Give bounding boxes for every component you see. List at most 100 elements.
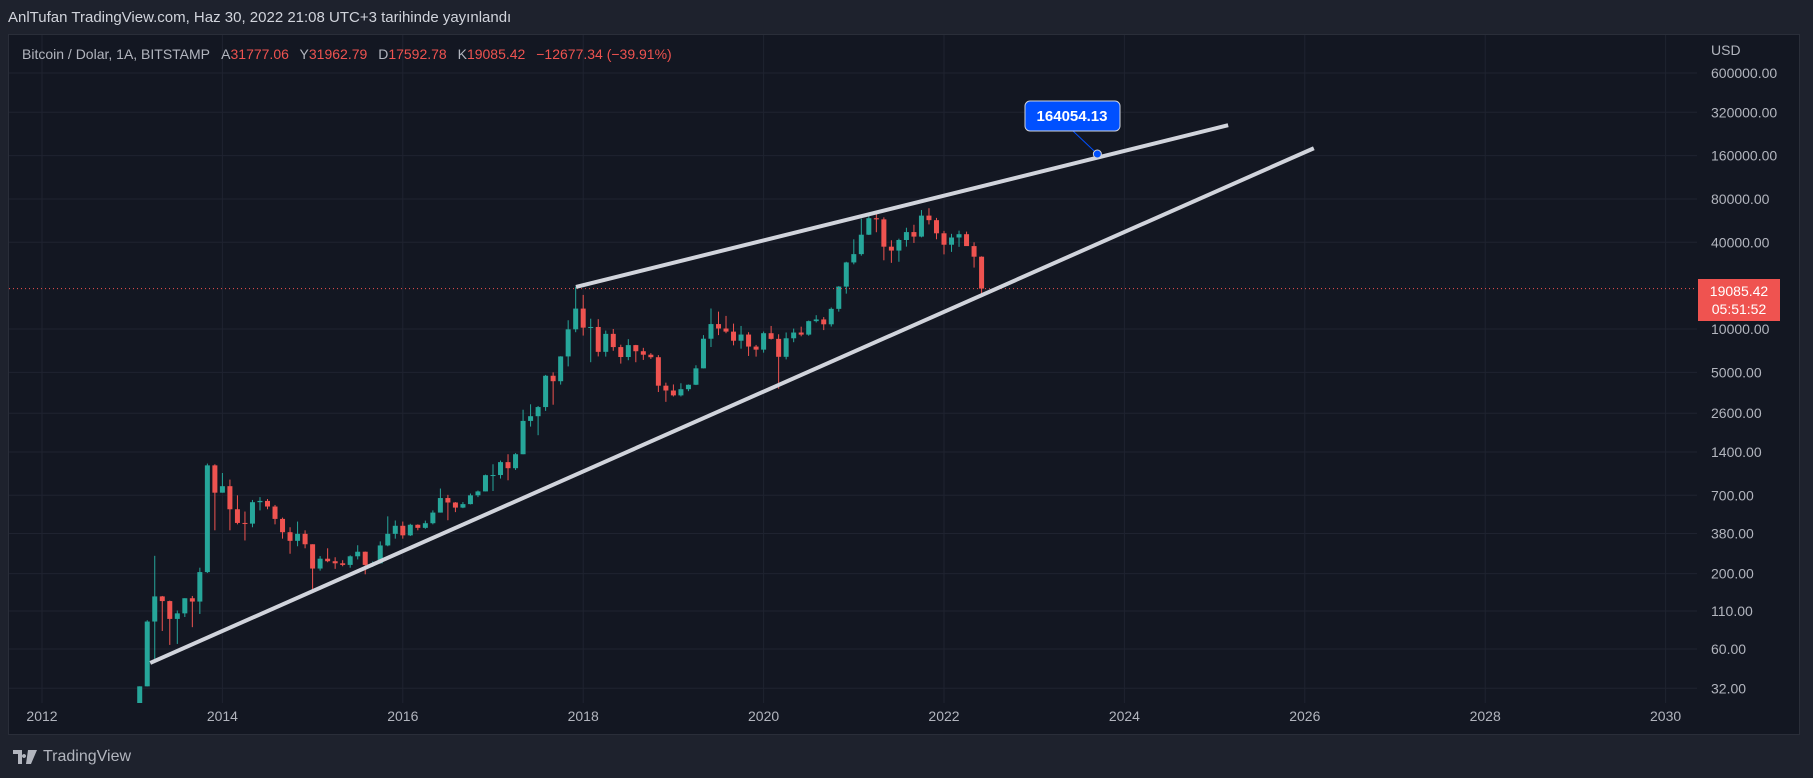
candle-body — [881, 219, 887, 247]
candle — [903, 227, 909, 247]
candle — [182, 598, 188, 617]
candle-body — [663, 385, 669, 391]
candle — [295, 521, 301, 547]
symbol-name[interactable]: Bitcoin / Dolar, 1A, BITSTAMP — [22, 46, 211, 62]
candle-body — [362, 551, 368, 565]
low-label: D — [378, 46, 389, 62]
candle-body — [941, 233, 947, 245]
time-axis: 2012 2014 2016 2018 2020 2022 2024 2026 2028 2030 — [26, 708, 1681, 724]
candle-body — [234, 509, 240, 523]
time-tick-label: 2018 — [568, 708, 599, 724]
candle — [700, 335, 706, 369]
candle-body — [144, 621, 150, 687]
tradingview-logo-icon — [13, 750, 37, 764]
candle-body — [595, 326, 601, 352]
candle-body — [866, 218, 872, 235]
candle-body — [693, 368, 699, 385]
candle — [791, 328, 797, 343]
candle — [746, 332, 752, 356]
candle-body — [828, 308, 834, 325]
price-tick-label: 32.00 — [1711, 680, 1746, 696]
candle — [731, 323, 737, 346]
candle-body — [580, 308, 586, 328]
candle-body — [257, 500, 263, 503]
candle — [347, 555, 353, 568]
candle — [603, 330, 609, 357]
candle-body — [280, 518, 286, 533]
candle — [881, 217, 887, 261]
candle — [753, 344, 759, 357]
chart-panel[interactable] — [8, 34, 1800, 735]
candle — [302, 530, 308, 549]
candle — [971, 242, 977, 268]
candle — [558, 356, 564, 385]
trendlines — [149, 123, 1315, 665]
candle — [482, 474, 488, 492]
candle-body — [460, 504, 466, 508]
annotation-anchor-handle[interactable] — [1092, 149, 1102, 159]
candle — [648, 353, 654, 359]
current-price-label: 19085.42 05:51:52 — [1698, 279, 1780, 321]
price-tick-label: 80000.00 — [1711, 191, 1770, 207]
high-value: 31962.79 — [308, 46, 368, 62]
candle — [212, 464, 218, 531]
candle-body — [332, 561, 338, 564]
candle-body — [783, 338, 789, 357]
candle — [272, 504, 278, 525]
candle — [280, 517, 286, 539]
candle-body — [873, 218, 879, 220]
candle — [918, 210, 924, 238]
candle-body — [738, 334, 744, 341]
candle-body — [933, 220, 939, 234]
price-annotation[interactable]: 164054.13 — [1024, 100, 1121, 159]
time-tick-label: 2016 — [387, 708, 418, 724]
candle-body — [813, 319, 819, 322]
candle-body — [317, 558, 323, 569]
candle — [445, 494, 451, 521]
candle — [535, 405, 541, 436]
tradingview-logo[interactable]: TradingView — [13, 748, 131, 766]
candle — [287, 527, 293, 554]
candle — [340, 560, 346, 567]
trendline-upper[interactable] — [575, 123, 1229, 289]
time-tick-label: 2024 — [1109, 708, 1140, 724]
candle — [941, 230, 947, 255]
candle-body — [640, 351, 646, 355]
candle — [723, 315, 729, 334]
candle-body — [911, 232, 917, 237]
candle-body — [610, 333, 616, 348]
candle — [896, 238, 902, 262]
candle — [768, 325, 774, 340]
candle — [828, 307, 834, 327]
candle — [798, 326, 804, 337]
candle-body — [159, 596, 165, 602]
candle-body — [445, 498, 451, 503]
candle — [821, 317, 827, 331]
candle — [580, 294, 586, 336]
candle — [843, 261, 849, 294]
candle-body — [926, 215, 932, 221]
candle — [776, 334, 782, 389]
grid — [9, 35, 1697, 703]
candle — [460, 502, 466, 509]
candle — [415, 524, 421, 531]
candle-body — [182, 598, 188, 614]
price-tick-label: 700.00 — [1711, 487, 1754, 503]
time-tick-label: 2012 — [26, 708, 57, 724]
candle — [167, 600, 173, 645]
high-label: Y — [299, 46, 309, 62]
candle-body — [949, 237, 955, 245]
price-tick-label: 380.00 — [1711, 526, 1754, 542]
candle — [513, 453, 519, 470]
candle-body — [851, 254, 857, 263]
candle — [422, 520, 428, 529]
candle-body — [137, 686, 143, 703]
price-tick-label: 200.00 — [1711, 566, 1754, 582]
candle-body — [400, 525, 406, 536]
candle-body — [482, 475, 488, 492]
trendline-lower[interactable] — [149, 146, 1315, 665]
candle — [219, 473, 225, 493]
candle-body — [550, 375, 556, 382]
currency-label: USD — [1711, 42, 1741, 58]
